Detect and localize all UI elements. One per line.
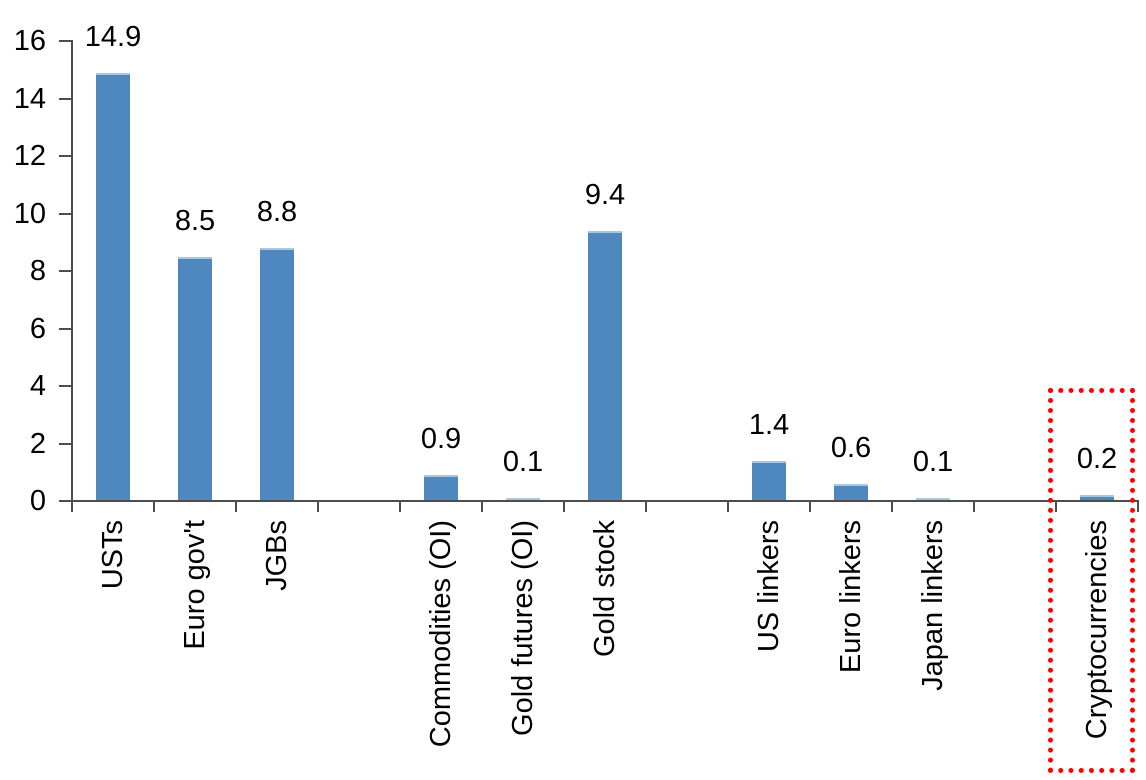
bar	[1080, 495, 1114, 500]
y-axis-tick	[59, 155, 72, 157]
bar	[260, 248, 294, 500]
x-axis-category-label: JGBs	[261, 520, 293, 591]
bar	[834, 484, 868, 500]
x-axis-tick	[809, 501, 811, 512]
y-axis-tick	[59, 213, 72, 215]
bar-value-label: 0.2	[1076, 443, 1118, 475]
y-axis-tick-label: 0	[29, 485, 46, 517]
x-axis-category-label: Japan linkers	[917, 520, 949, 691]
x-axis-category-label: Commodities (OI)	[425, 520, 457, 748]
bar-value-label: 0.9	[420, 423, 462, 455]
x-axis-tick	[891, 501, 893, 512]
x-axis-tick	[235, 501, 237, 512]
bar-value-label: 0.1	[502, 446, 544, 478]
x-axis-tick	[645, 501, 647, 512]
bar-value-label: 8.8	[256, 196, 298, 228]
x-axis-category-label: Gold futures (OI)	[507, 520, 539, 736]
x-axis-category-label: USTs	[97, 520, 129, 590]
bar	[96, 73, 130, 500]
bar	[588, 231, 622, 500]
x-axis-tick	[727, 501, 729, 512]
bar	[752, 461, 786, 500]
x-axis-line	[71, 500, 1139, 502]
x-axis-tick	[71, 501, 73, 512]
bar-value-label: 9.4	[584, 179, 626, 211]
bar-value-label: 8.5	[174, 205, 216, 237]
x-axis-category-label: Euro gov't	[179, 520, 211, 650]
y-axis-tick-label: 2	[29, 428, 46, 460]
x-axis-tick	[317, 501, 319, 512]
x-axis-tick	[481, 501, 483, 512]
y-axis-tick-label: 10	[13, 198, 46, 230]
y-axis-tick-label: 14	[13, 83, 46, 115]
y-axis-line	[71, 40, 73, 502]
x-axis-tick	[973, 501, 975, 512]
y-axis-tick	[59, 500, 72, 502]
bar	[916, 498, 950, 500]
x-axis-category-label: Euro linkers	[835, 520, 867, 674]
y-axis-tick-label: 12	[13, 140, 46, 172]
bar-value-label: 0.6	[830, 432, 872, 464]
bar-value-label: 1.4	[748, 409, 790, 441]
x-axis-tick	[153, 501, 155, 512]
x-axis-category-label: Gold stock	[589, 520, 621, 657]
x-axis-tick	[399, 501, 401, 512]
x-axis-tick	[1055, 501, 1057, 512]
bar	[424, 475, 458, 500]
y-axis-tick-label: 16	[13, 25, 46, 57]
bar	[178, 257, 212, 500]
y-axis-tick	[59, 385, 72, 387]
y-axis-tick-label: 6	[29, 313, 46, 345]
y-axis-tick	[59, 328, 72, 330]
y-axis-tick	[59, 270, 72, 272]
y-axis-tick	[59, 40, 72, 42]
crypto-highlight-box	[1048, 388, 1135, 773]
bar-value-label: 14.9	[84, 21, 142, 53]
y-axis-tick	[59, 98, 72, 100]
x-axis-category-label: US linkers	[753, 520, 785, 653]
bar	[506, 498, 540, 500]
x-axis-tick	[1137, 501, 1139, 512]
x-axis-tick	[563, 501, 565, 512]
y-axis-tick	[59, 443, 72, 445]
y-axis-tick-label: 4	[29, 370, 46, 402]
bar-value-label: 0.1	[912, 446, 954, 478]
y-axis-tick-label: 8	[29, 255, 46, 287]
